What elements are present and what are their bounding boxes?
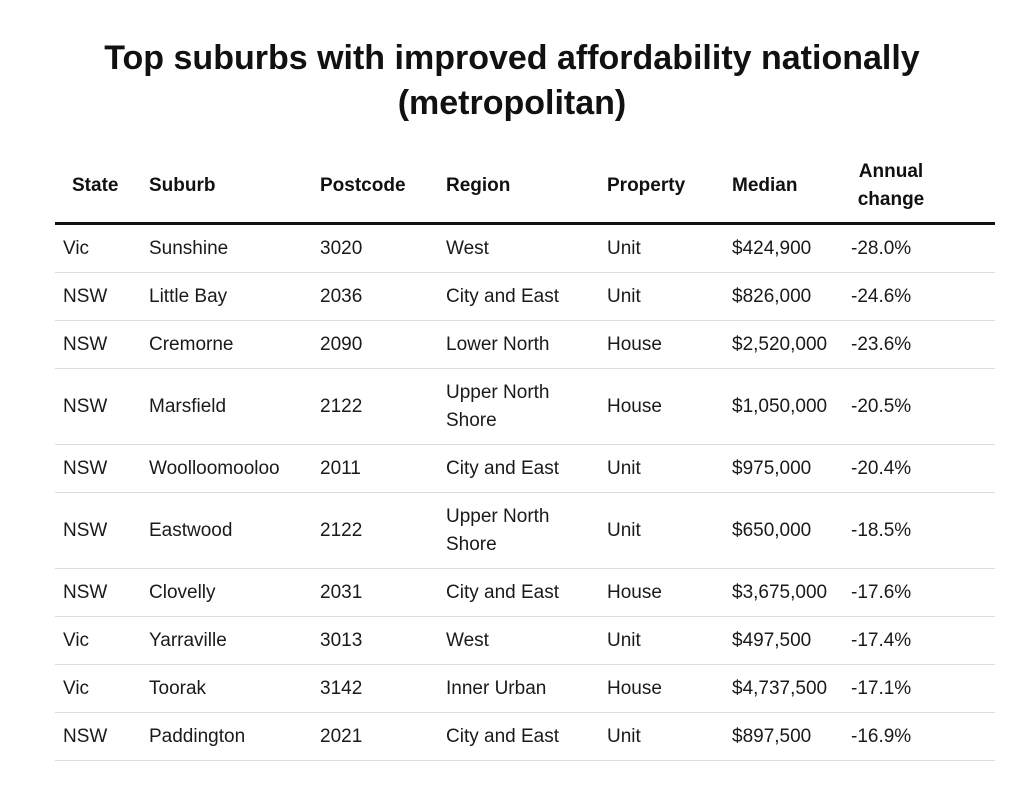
table-row: Vic Sunshine 3020 West Unit $424,900 -28… [55, 223, 995, 273]
table-row: NSW Woolloomooloo 2011 City and East Uni… [55, 444, 995, 493]
table-row: NSW Eastwood 2122 Upper North Shore Unit… [55, 492, 995, 569]
cell-median: $424,900 [724, 223, 843, 273]
cell-postcode: 3142 [312, 664, 438, 713]
cell-suburb: Cremorne [141, 320, 312, 369]
cell-state: Vic [55, 664, 141, 713]
cell-suburb: Woolloomooloo [141, 444, 312, 493]
cell-state: NSW [55, 272, 141, 321]
page-title: Top suburbs with improved affordability … [0, 36, 1024, 126]
table-row: NSW Cremorne 2090 Lower North House $2,5… [55, 320, 995, 369]
cell-median: $650,000 [724, 492, 843, 569]
cell-median: $2,520,000 [724, 320, 843, 369]
cell-suburb: Paddington [141, 712, 312, 761]
cell-suburb: Yarraville [141, 616, 312, 665]
table-row: Vic Toorak 3142 Inner Urban House $4,737… [55, 664, 995, 713]
cell-median: $826,000 [724, 272, 843, 321]
cell-annual-change: -20.4% [843, 444, 995, 493]
affordability-table: State Suburb Postcode Region Property Me… [55, 150, 995, 761]
cell-property: Unit [599, 712, 724, 761]
header-annual-change-text: Annual change [857, 161, 925, 210]
cell-property: House [599, 664, 724, 713]
cell-median: $1,050,000 [724, 368, 843, 445]
cell-annual-change: -17.1% [843, 664, 995, 713]
title-line-1: Top suburbs with improved affordability … [104, 39, 920, 77]
cell-annual-change: -16.9% [843, 712, 995, 761]
cell-property: Unit [599, 616, 724, 665]
cell-postcode: 2122 [312, 492, 438, 569]
cell-property: House [599, 320, 724, 369]
cell-state: NSW [55, 712, 141, 761]
table-row: NSW Little Bay 2036 City and East Unit $… [55, 272, 995, 321]
cell-region: City and East [438, 272, 599, 321]
cell-suburb: Toorak [141, 664, 312, 713]
cell-state: NSW [55, 492, 141, 569]
table-header: State Suburb Postcode Region Property Me… [55, 150, 995, 225]
cell-annual-change: -28.0% [843, 223, 995, 273]
table-row: Vic Yarraville 3013 West Unit $497,500 -… [55, 616, 995, 665]
cell-annual-change: -17.6% [843, 568, 995, 617]
cell-state: NSW [55, 320, 141, 369]
cell-annual-change: -20.5% [843, 368, 995, 445]
table-row: NSW Paddington 2021 City and East Unit $… [55, 712, 995, 761]
header-state: State [55, 150, 141, 225]
cell-postcode: 3020 [312, 223, 438, 273]
cell-median: $975,000 [724, 444, 843, 493]
cell-region: Inner Urban [438, 664, 599, 713]
header-region: Region [438, 150, 599, 225]
header-annual-change: Annual change [843, 150, 995, 225]
table-row: NSW Marsfield 2122 Upper North Shore Hou… [55, 368, 995, 445]
cell-annual-change: -17.4% [843, 616, 995, 665]
cell-annual-change: -18.5% [843, 492, 995, 569]
cell-state: NSW [55, 444, 141, 493]
cell-region: Lower North [438, 320, 599, 369]
cell-region: City and East [438, 712, 599, 761]
header-property: Property [599, 150, 724, 225]
title-line-2: (metropolitan) [397, 84, 627, 122]
cell-suburb: Eastwood [141, 492, 312, 569]
cell-median: $497,500 [724, 616, 843, 665]
cell-postcode: 2021 [312, 712, 438, 761]
cell-median: $4,737,500 [724, 664, 843, 713]
cell-region: Upper North Shore [438, 492, 599, 569]
cell-suburb: Marsfield [141, 368, 312, 445]
cell-postcode: 3013 [312, 616, 438, 665]
cell-property: Unit [599, 272, 724, 321]
cell-postcode: 2090 [312, 320, 438, 369]
cell-annual-change: -24.6% [843, 272, 995, 321]
cell-annual-change: -23.6% [843, 320, 995, 369]
cell-state: NSW [55, 568, 141, 617]
cell-property: House [599, 368, 724, 445]
cell-median: $3,675,000 [724, 568, 843, 617]
table-row: NSW Clovelly 2031 City and East House $3… [55, 568, 995, 617]
cell-region: City and East [438, 444, 599, 493]
header-row: State Suburb Postcode Region Property Me… [55, 150, 995, 225]
cell-property: Unit [599, 492, 724, 569]
cell-property: Unit [599, 444, 724, 493]
cell-suburb: Clovelly [141, 568, 312, 617]
cell-postcode: 2036 [312, 272, 438, 321]
cell-postcode: 2011 [312, 444, 438, 493]
cell-suburb: Sunshine [141, 223, 312, 273]
table-body: Vic Sunshine 3020 West Unit $424,900 -28… [55, 223, 995, 761]
header-median: Median [724, 150, 843, 225]
cell-region: West [438, 616, 599, 665]
cell-suburb: Little Bay [141, 272, 312, 321]
cell-state: NSW [55, 368, 141, 445]
header-suburb: Suburb [141, 150, 312, 225]
cell-region: City and East [438, 568, 599, 617]
cell-region: West [438, 223, 599, 273]
cell-property: Unit [599, 223, 724, 273]
cell-property: House [599, 568, 724, 617]
header-postcode: Postcode [312, 150, 438, 225]
cell-median: $897,500 [724, 712, 843, 761]
cell-state: Vic [55, 616, 141, 665]
cell-postcode: 2031 [312, 568, 438, 617]
cell-region: Upper North Shore [438, 368, 599, 445]
cell-postcode: 2122 [312, 368, 438, 445]
cell-state: Vic [55, 223, 141, 273]
